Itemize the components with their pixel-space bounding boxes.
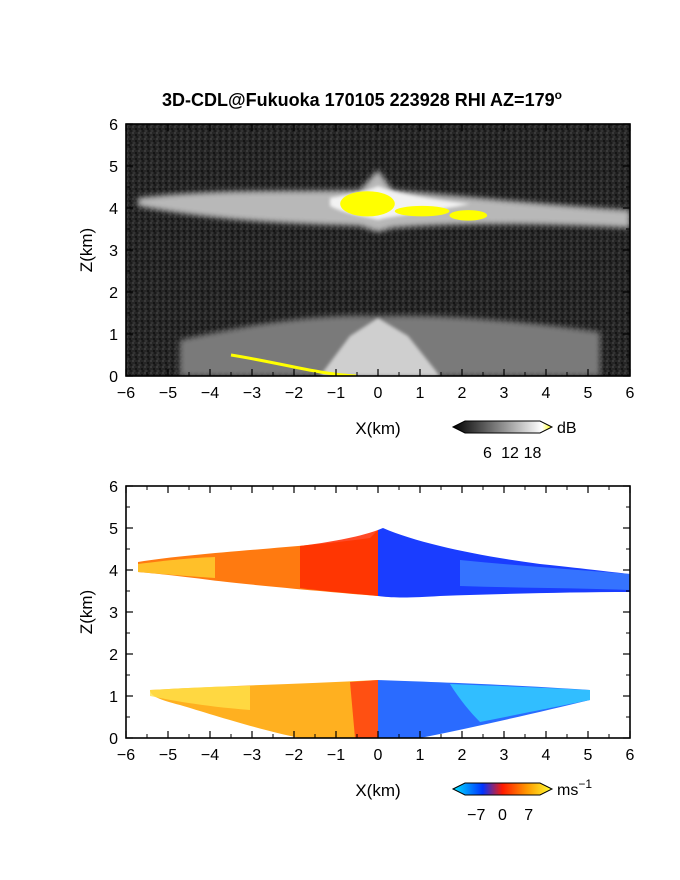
bottom-y-tick-label: 0 [109, 731, 118, 748]
bottom-x-tick-label: 5 [584, 747, 593, 764]
bottom-x-tick-label: 0 [374, 747, 383, 764]
bottom-x-tick-label: −5 [159, 747, 177, 764]
top-x-tick-label: −4 [201, 385, 219, 402]
bottom-x-tick-label: −2 [285, 747, 303, 764]
top-colorbar: dB 6 12 18 [451, 420, 577, 462]
bottom-colorbar-bar [451, 782, 554, 796]
top-saturated-region [449, 210, 488, 221]
top-colorbar-ticks: 6 12 18 [483, 445, 541, 462]
top-y-tick-label: 0 [109, 369, 118, 386]
top-saturated-group [230, 191, 488, 376]
bottom-x-tick-label: 6 [626, 747, 635, 764]
bottom-colorbar: ms−1 −7 0 7 [451, 777, 592, 824]
top-x-tick-label: 6 [626, 385, 635, 402]
top-colorbar-unit: dB [557, 420, 577, 437]
bottom-panel: −6 −5 −4 −3 −2 −1 0 1 2 3 4 5 6 0 1 2 3 4 5 6 Z(km) X(km) m… [77, 479, 635, 824]
bottom-upper-layer-right-light [460, 560, 630, 590]
top-y-tick-label: 6 [109, 117, 118, 134]
bottom-lower-layer-left-yellow [150, 686, 250, 710]
bottom-y-tick-label: 1 [109, 689, 118, 706]
top-y-tick-label: 3 [109, 243, 118, 260]
top-x-tick-label: 0 [374, 385, 383, 402]
bottom-x-tick-label: −1 [327, 747, 345, 764]
bottom-x-tick-label: 3 [500, 747, 509, 764]
top-colorbar-tick-label: 18 [524, 445, 542, 462]
bottom-x-axis-label: X(km) [355, 781, 400, 800]
bottom-colorbar-tick-label: 7 [524, 807, 533, 824]
top-saturated-region [394, 205, 450, 217]
bottom-x-tick-label: −3 [243, 747, 261, 764]
bottom-y-tick-label: 2 [109, 647, 118, 664]
top-y-axis-label: Z(km) [77, 228, 96, 272]
chart-title: 3D-CDL@Fukuoka 170105 223928 RHI AZ=179o [162, 88, 562, 110]
top-x-tick-label: −6 [117, 385, 135, 402]
bottom-y-tick-label: 3 [109, 605, 118, 622]
top-x-tick-label: 5 [584, 385, 593, 402]
bottom-x-tick-label: −4 [201, 747, 219, 764]
bottom-x-tick-label: −6 [117, 747, 135, 764]
top-y-tick-label: 2 [109, 285, 118, 302]
top-x-tick-label: −3 [243, 385, 261, 402]
top-y-tick-label: 5 [109, 159, 118, 176]
top-colorbar-tick-label: 6 [483, 445, 492, 462]
bottom-y-tick-label: 6 [109, 479, 118, 496]
top-axis-ticks: −6 −5 −4 −3 −2 −1 0 1 2 3 4 5 6 0 1 2 3 4 5 6 [109, 117, 634, 402]
bottom-x-tick-label: 2 [458, 747, 467, 764]
top-saturated-region [230, 353, 357, 376]
bottom-x-tick-label: 4 [542, 747, 551, 764]
top-x-tick-label: −5 [159, 385, 177, 402]
top-x-tick-label: −2 [285, 385, 303, 402]
top-x-tick-label: 3 [500, 385, 509, 402]
bottom-y-tick-label: 4 [109, 563, 118, 580]
top-saturated-region [340, 191, 395, 217]
bottom-x-tick-label: 1 [416, 747, 425, 764]
bottom-lower-layer-right-cyan [450, 684, 590, 722]
top-colorbar-bar [451, 420, 554, 434]
bottom-upper-layer-left-red [300, 530, 378, 596]
bottom-colorbar-ticks: −7 0 7 [467, 807, 533, 824]
top-lower-layer-core [320, 318, 440, 376]
bottom-y-axis-label: Z(km) [77, 590, 96, 634]
bottom-colorbar-tick-label: 0 [498, 807, 507, 824]
bottom-colorbar-unit: ms−1 [557, 777, 592, 799]
top-x-tick-label: 2 [458, 385, 467, 402]
top-x-axis-label: X(km) [355, 419, 400, 438]
bottom-axis-ticks: −6 −5 −4 −3 −2 −1 0 1 2 3 4 5 6 0 1 2 3 4 5 6 [109, 479, 634, 764]
top-x-tick-label: −1 [327, 385, 345, 402]
top-x-tick-label: 1 [416, 385, 425, 402]
top-x-tick-label: 4 [542, 385, 551, 402]
top-colorbar-tick-label: 12 [501, 445, 519, 462]
bottom-upper-layer-left-yellow [138, 557, 215, 578]
top-y-tick-label: 4 [109, 201, 118, 218]
bottom-colorbar-tick-label: −7 [467, 807, 485, 824]
bottom-y-tick-label: 5 [109, 521, 118, 538]
bottom-lower-layer-left-red [350, 680, 378, 738]
top-y-tick-label: 1 [109, 327, 118, 344]
